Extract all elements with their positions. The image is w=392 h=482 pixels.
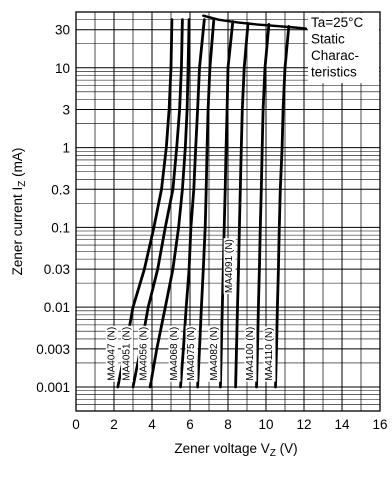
- x-tick-label: 14: [334, 417, 350, 432]
- y-tick-label: 3: [62, 103, 70, 118]
- x-axis-title: Zener voltage VZ (V): [174, 441, 297, 459]
- series-curve-4: [196, 18, 216, 389]
- x-tick-label: 4: [148, 417, 156, 432]
- series-curve-3: [179, 18, 206, 389]
- x-tick-label: 6: [186, 417, 194, 432]
- annotation-line-1: Static: [311, 32, 345, 47]
- y-tick-label: 0.003: [36, 342, 70, 357]
- series-label-6: MA4091 (N): [224, 239, 235, 293]
- x-tick-label: 2: [110, 417, 118, 432]
- series-label-7: MA4100 (N): [245, 327, 256, 381]
- y-tick-label: 0.01: [44, 300, 70, 315]
- plot-frame: [75, 11, 381, 412]
- x-tick-label: 12: [296, 417, 311, 432]
- series-label-3: MA4068 (N): [169, 327, 180, 381]
- series-label-8: MA4110 (N): [264, 328, 275, 381]
- series-label-0: MA4047 (N): [106, 327, 117, 381]
- annotation-box: [308, 13, 379, 83]
- y-tick-label: 30: [55, 23, 70, 38]
- x-tick-label: 8: [224, 417, 232, 432]
- y-tick-label: 10: [55, 61, 70, 76]
- series-curve-2: [148, 18, 191, 389]
- series-curve-5: [219, 20, 235, 389]
- y-tick-label: 0.1: [51, 220, 70, 235]
- series-curve-8: [274, 25, 291, 389]
- x-tick-label: 10: [258, 417, 273, 432]
- series-label-4: MA4075 (N): [186, 327, 197, 381]
- y-axis-title: Zener current IZ (mA): [10, 148, 28, 276]
- x-tick-label: 16: [372, 417, 387, 432]
- y-tick-label: 0.001: [36, 380, 70, 395]
- series-label-2: MA4056 (N): [139, 327, 150, 381]
- grid: [76, 12, 380, 411]
- y-axis-label: Zener current IZ (mA): [10, 148, 28, 276]
- series-label-5: MA4082 (N): [209, 327, 220, 381]
- x-tick-labels: 0 2 4 6 8 10 12 14 16: [72, 417, 387, 432]
- series-label-1: MA4051 (N): [122, 327, 133, 381]
- envelope-path: [202, 14, 308, 30]
- series-curve-7: [255, 23, 271, 389]
- y-tick-labels: 30 10 3 1 0.3 0.1 0.03 0.01 0.003 0.001: [36, 23, 70, 395]
- series-labels: MA4047 (N) MA4051 (N) MA4056 (N) MA4068 (N)…: [105, 238, 276, 382]
- series-curve-6: [234, 22, 250, 389]
- annotation-line-2: Charac-: [311, 48, 359, 63]
- annotation-line-3: teristics: [311, 65, 357, 80]
- y-tick-label: 0.03: [44, 262, 70, 277]
- envelope-curve: [202, 14, 308, 30]
- y-tick-label: 0.3: [51, 182, 70, 197]
- y-tick-label: 1: [62, 141, 70, 156]
- annotation-line-0: Ta=25°C: [311, 15, 364, 30]
- x-axis-label: Zener voltage VZ (V): [174, 441, 297, 459]
- x-tick-label: 0: [72, 417, 80, 432]
